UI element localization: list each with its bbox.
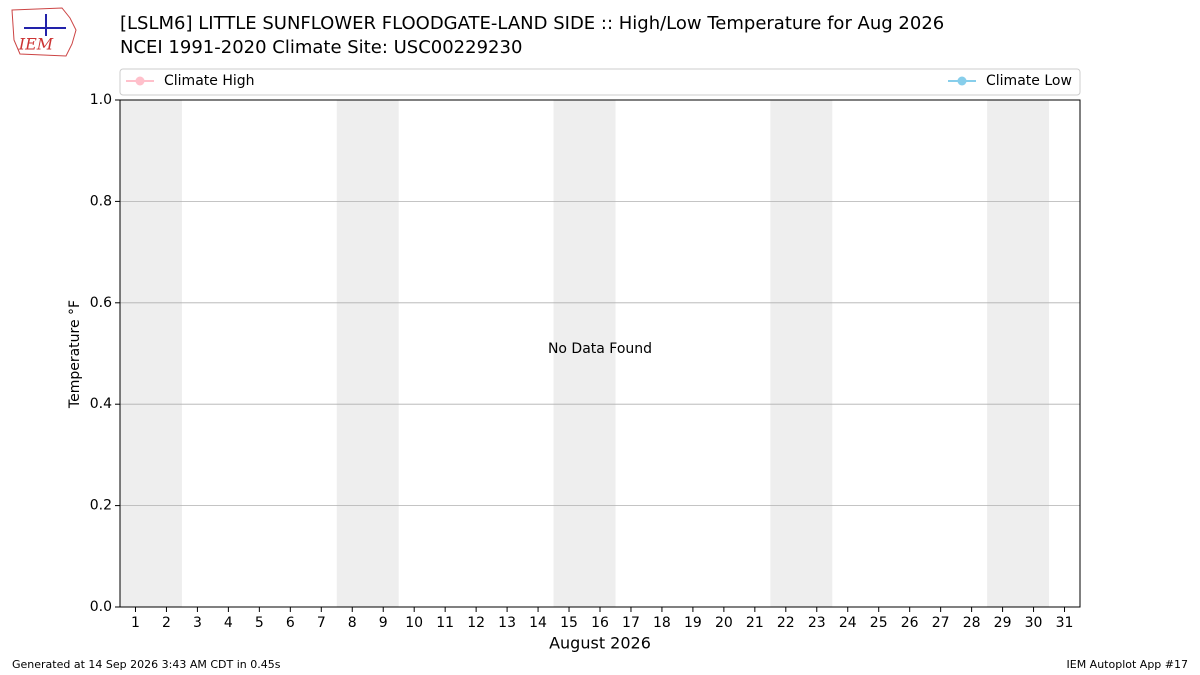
- x-tick-label: 26: [901, 615, 919, 631]
- y-axis-label: Temperature °F: [67, 300, 83, 409]
- legend-box: [119, 68, 1081, 96]
- x-tick-label: 14: [529, 615, 547, 631]
- x-tick-label: 31: [1056, 615, 1074, 631]
- x-tick-label: 23: [808, 615, 826, 631]
- y-tick-label: 0.0: [90, 599, 112, 615]
- logo-text: IEM: [18, 35, 54, 54]
- x-tick-label: 12: [467, 615, 485, 631]
- legend-marker: [957, 76, 967, 86]
- chart-subtitle: NCEI 1991-2020 Climate Site: USC00229230: [120, 37, 522, 58]
- x-tick-label: 30: [1025, 615, 1043, 631]
- x-tick-label: 16: [591, 615, 609, 631]
- x-tick-label: 22: [777, 615, 795, 631]
- x-tick-label: 1: [131, 615, 140, 631]
- weekend-band: [987, 100, 1050, 607]
- weekend-band: [553, 100, 616, 607]
- x-tick-label: 4: [224, 615, 233, 631]
- x-tick-label: 13: [498, 615, 516, 631]
- x-tick-label: 2: [162, 615, 171, 631]
- x-tick-label: 21: [746, 615, 764, 631]
- x-tick-label: 6: [286, 615, 295, 631]
- x-tick-label: 25: [870, 615, 888, 631]
- x-tick-label: 5: [255, 615, 264, 631]
- x-tick-label: 18: [653, 615, 671, 631]
- x-tick-label: 27: [932, 615, 950, 631]
- x-tick-label: 28: [963, 615, 981, 631]
- x-tick-label: 3: [193, 615, 202, 631]
- x-tick-label: 11: [436, 615, 454, 631]
- x-tick-label: 19: [684, 615, 702, 631]
- y-tick-label: 0.2: [90, 498, 112, 514]
- y-tick-label: 1.0: [90, 92, 112, 108]
- plot-frame: [119, 99, 1081, 608]
- x-tick-label: 9: [379, 615, 388, 631]
- weekend-band: [120, 100, 182, 607]
- x-tick-label: 7: [317, 615, 326, 631]
- y-tick-label: 0.6: [90, 295, 112, 311]
- footer-right: IEM Autoplot App #17: [1067, 658, 1189, 671]
- x-tick-label: 17: [622, 615, 640, 631]
- x-axis-label: August 2026: [549, 634, 651, 653]
- x-tick-label: 24: [839, 615, 857, 631]
- x-tick-label: 8: [348, 615, 357, 631]
- legend-label: Climate High: [164, 73, 255, 89]
- y-tick-label: 0.8: [90, 193, 112, 209]
- x-tick-label: 10: [405, 615, 423, 631]
- footer-left: Generated at 14 Sep 2026 3:43 AM CDT in …: [12, 658, 281, 671]
- legend-label: Climate Low: [986, 73, 1072, 89]
- weekend-band: [770, 100, 833, 607]
- legend-marker: [135, 76, 145, 86]
- x-tick-label: 15: [560, 615, 578, 631]
- annotation: No Data Found: [548, 341, 652, 357]
- logo-outline: [11, 7, 77, 57]
- logo: IEM: [11, 7, 77, 57]
- weekend-band: [336, 100, 399, 607]
- y-tick-label: 0.4: [90, 396, 112, 412]
- chart-title: [LSLM6] LITTLE SUNFLOWER FLOODGATE-LAND …: [120, 13, 944, 34]
- x-tick-label: 20: [715, 615, 733, 631]
- x-tick-label: 29: [994, 615, 1012, 631]
